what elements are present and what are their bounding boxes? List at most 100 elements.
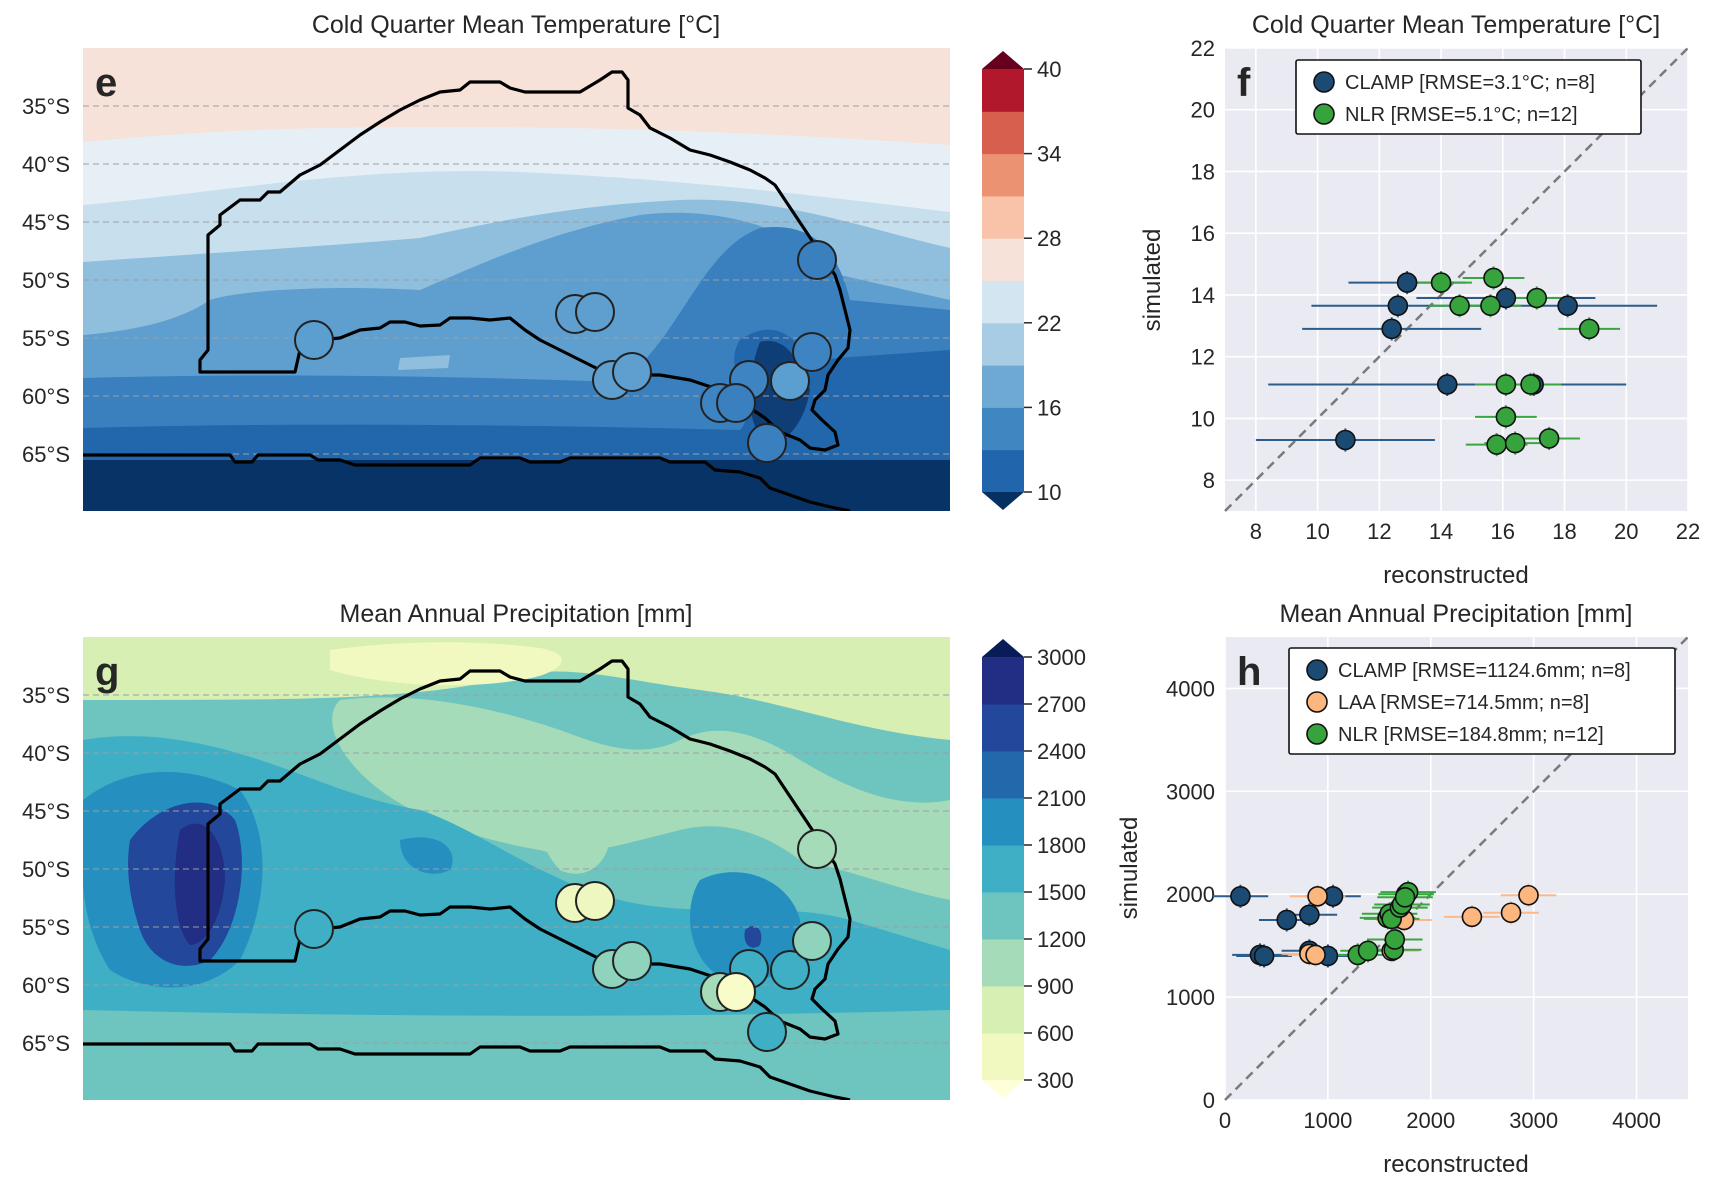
x-tick-label: 3000 [1509,1108,1558,1133]
colorbar-tick-label: 28 [1037,226,1061,251]
lat-label: 45°S [22,799,70,824]
map-e-warm-band [83,48,950,145]
map-g-sites [294,829,837,1052]
legend-marker [1306,659,1328,681]
scatter-point [1578,318,1600,340]
scatter-point [1520,374,1541,395]
colorbar-tick-label: 10 [1037,480,1061,505]
map-g-wet-patch [400,837,453,874]
panel-g-title: Mean Annual Precipitation [mm] [340,600,693,628]
lat-labels-e: 35°S 40°S 45°S 50°S 55°S 60°S 65°S [22,94,70,467]
y-tick-label: 1000 [1166,985,1215,1010]
colorbar-segment [982,407,1024,451]
legend-box [1295,59,1642,135]
colorbar-segment [982,798,1024,846]
x-tick-label: 4000 [1612,1108,1661,1133]
scatter-point [1394,887,1416,908]
map-g-site [747,1012,787,1052]
map-e-site [797,240,837,280]
y-tick-label: 16 [1191,221,1215,246]
lat-label: 55°S [22,326,70,351]
map-e-site [792,332,832,372]
colorbar-segment [982,449,1024,493]
panel-f: Cold Quarter Mean Temperature [°C] 8 10 12… [1139,11,1700,589]
scatter-point [1357,940,1379,962]
colorbar-tick-label: 3000 [1037,645,1086,670]
scatter-point [1430,272,1452,293]
colorbar-segment [982,238,1024,281]
legend-label: CLAMP [RMSE=3.1°C; n=8] [1345,72,1595,94]
colorbar-tick-label: 2700 [1037,692,1086,717]
panel-h-label: h [1237,650,1261,694]
colorbar-g: 300 600 900 1200 1500 1800 2100 2400 2700 3000 [982,639,1086,1098]
colorbar-segment [982,153,1024,197]
colorbar-segment [982,111,1024,155]
scatter-h-xlabel: reconstructed [1383,1151,1528,1178]
colorbar-under-extension [982,492,1024,510]
legend-marker [1313,71,1335,93]
scatter-point [1436,374,1458,395]
y-tick-label: 3000 [1166,779,1215,804]
legend-box [1288,647,1676,755]
lat-labels-g: 35°S 40°S 45°S 50°S 55°S 60°S 65°S [22,683,70,1056]
scatter-point [1557,295,1578,317]
scatter-f-plot: 8 10 12 14 16 18 20 22 8 10 12 14 16 18 20 22 CLAMP [RMS… [1191,36,1701,544]
scatter-point [1495,406,1517,428]
lat-label: 35°S [22,683,70,708]
map-e-site [294,320,334,360]
map-g-dry-north [83,637,950,740]
map-e-site [575,292,615,332]
colorbar-tick-label: 2400 [1037,739,1086,764]
colorbar-over-extension [982,51,1024,69]
legend-label: NLR [RMSE=5.1°C; n=12] [1345,104,1578,126]
scatter-point [1461,906,1483,928]
scatter-point [1387,295,1409,317]
y-tick-label: 8 [1203,468,1215,493]
map-g-site [294,909,334,949]
scatter-point [1384,929,1406,950]
colorbar-segment [982,322,1024,366]
map-e-region-outline [198,70,852,452]
scatter-point [1307,885,1328,907]
y-tick-label: 4000 [1166,676,1215,701]
colorbar-segment [982,845,1024,893]
lat-label: 65°S [22,442,70,467]
lat-gridlines-e [83,105,950,455]
y-tick-label: 20 [1191,98,1215,123]
colorbar-segment [982,939,1024,987]
colorbar-segment [982,69,1024,112]
y-tick-label: 12 [1191,345,1215,370]
map-g-west-extreme [174,823,225,945]
x-tick-label: 1000 [1303,1108,1352,1133]
scatter-point [1305,944,1326,966]
panel-e: Cold Quarter Mean Temperature [°C] [22,11,1061,511]
map-g-central-dry [536,778,610,874]
lat-label: 50°S [22,857,70,882]
colorbar-segment [982,1033,1024,1081]
scatter-point [1449,295,1470,317]
legend-label: CLAMP [RMSE=1124.6mm; n=8] [1338,660,1631,682]
precipitation-map [83,637,950,1100]
legend-label: NLR [RMSE=184.8mm; n=12] [1338,724,1604,746]
lat-label: 55°S [22,915,70,940]
lat-label: 40°S [22,152,70,177]
colorbar-e: 10 16 22 28 34 40 [982,51,1061,510]
colorbar-segment [982,704,1024,752]
lat-label: 45°S [22,210,70,235]
legend-marker [1313,103,1335,125]
map-e-coastline [83,453,851,511]
map-e-site [747,423,787,463]
scatter-point [1500,902,1522,924]
legend-label: LAA [RMSE=714.5mm; n=8] [1338,692,1589,714]
map-e-site [612,352,652,392]
scatter-point [1504,432,1526,454]
x-tick-label: 22 [1676,519,1700,544]
colorbar-segment [982,195,1024,239]
y-tick-label: 18 [1191,159,1215,184]
map-g-wet-south [83,1010,950,1100]
scatter-point [1495,374,1517,395]
map-g-site [797,829,837,869]
map-g-site [716,972,756,1012]
colorbar-segment [982,751,1024,799]
x-tick-label: 2000 [1406,1108,1455,1133]
